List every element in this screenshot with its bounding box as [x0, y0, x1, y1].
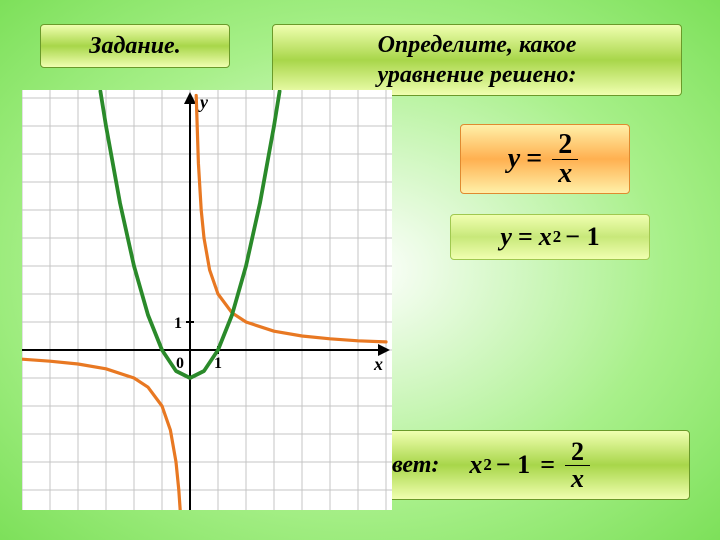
- equation-parabola: y = x2 − 1: [500, 222, 599, 252]
- question-box: Определите, какое уравнение решено:: [272, 24, 682, 96]
- graph-panel: 110xy: [22, 90, 392, 510]
- equation-parabola-box[interactable]: y = x2 − 1: [450, 214, 650, 260]
- svg-text:1: 1: [174, 315, 182, 332]
- task-label-box: Задание.: [40, 24, 230, 68]
- answer-equation: x2 − 1 = 2 x: [469, 439, 594, 492]
- question-line1: Определите, какое: [378, 30, 577, 60]
- task-label: Задание.: [89, 33, 180, 60]
- graph-svg: 110xy: [22, 90, 392, 510]
- svg-text:y: y: [198, 92, 209, 112]
- slide: { "slide": { "background_gradient": ["#f…: [0, 0, 720, 540]
- equation-hyperbola-box[interactable]: y = 2 x: [460, 124, 630, 194]
- question-line2: уравнение решено:: [378, 60, 577, 90]
- equation-hyperbola: y = 2 x: [508, 131, 582, 188]
- svg-text:x: x: [373, 354, 383, 374]
